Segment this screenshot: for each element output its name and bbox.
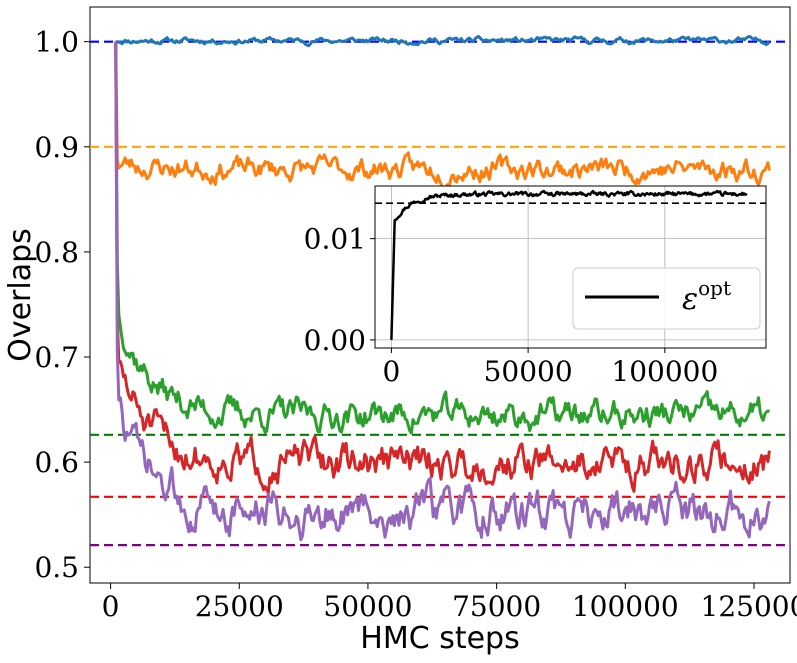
inset-x-tick-label: 50000	[484, 355, 573, 388]
series-line-green	[114, 41, 771, 435]
inset-x-tick-label: 100000	[611, 355, 718, 388]
inset-y-tick-label: 0.00	[304, 324, 366, 357]
main-y-ticks: 0.5 0.6 0.7 0.8 0.9 1.0	[34, 26, 90, 584]
x-tick-label: 50000	[323, 590, 412, 623]
inset-x-tick-label: 0	[382, 355, 400, 388]
inset-series-line-epsilon-opt	[390, 189, 748, 340]
x-tick-label: 0	[102, 590, 120, 623]
series-line-blue	[115, 34, 771, 48]
y-axis-label: Overlaps	[3, 228, 38, 362]
y-tick-label: 1.0	[34, 26, 79, 59]
legend-label: εopt	[682, 276, 731, 317]
x-tick-label: 75000	[452, 590, 541, 623]
main-x-ticks: 0 25000 50000 75000 100000 125000	[102, 583, 797, 623]
y-tick-label: 0.6	[34, 446, 79, 479]
inset-legend: εopt	[572, 267, 761, 330]
main-plot: 0 25000 50000 75000 100000 125000 0.50.60.70.…	[3, 6, 797, 656]
x-tick-label: 100000	[572, 590, 679, 623]
inset-plot: 0 50000 100000 0.00 0.01 εopt	[304, 185, 767, 388]
y-tick-label: 0.7	[34, 341, 79, 374]
series-line-orange	[114, 41, 771, 189]
series-line-red	[114, 41, 771, 495]
x-tick-label: 25000	[195, 590, 284, 623]
y-tick-label: 0.9	[34, 131, 79, 164]
inset-x-ticks: 0 50000 100000	[382, 348, 718, 388]
legend-label-superscript: opt	[698, 276, 731, 300]
inset-axes-frame	[374, 185, 767, 349]
series-line-purple	[114, 41, 771, 542]
inset-series-lines	[390, 189, 748, 340]
x-axis-label: HMC steps	[360, 621, 519, 656]
inset-y-tick-label: 0.01	[304, 223, 366, 256]
x-tick-label: 125000	[701, 590, 797, 623]
legend-label-symbol: ε	[682, 282, 698, 317]
legend-box	[572, 267, 761, 330]
y-tick-label: 0.5	[34, 551, 79, 584]
y-tick-label: 0.8	[34, 236, 79, 269]
main-axes-frame	[89, 6, 791, 584]
inset-y-ticks: 0.00 0.01	[304, 223, 375, 357]
